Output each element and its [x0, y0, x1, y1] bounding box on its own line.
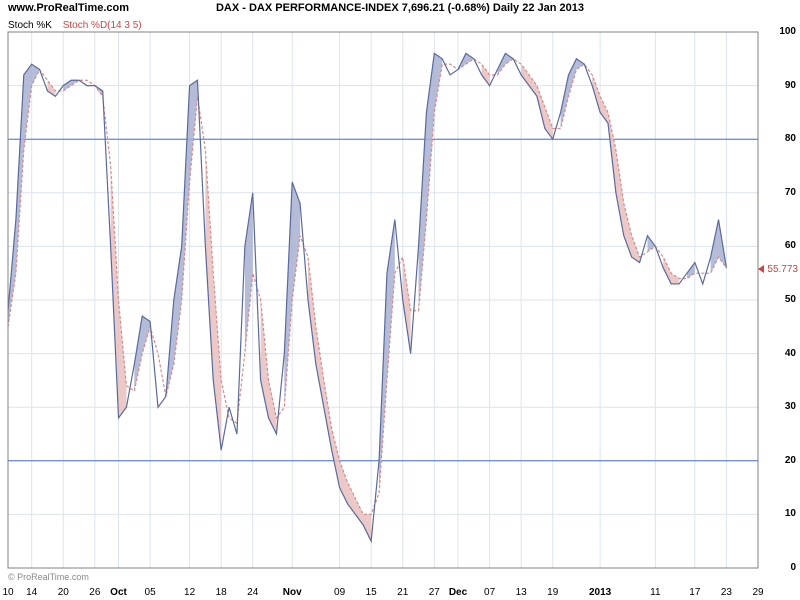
copyright: © ProRealTime.com [8, 572, 89, 582]
y-tick-label: 70 [766, 187, 796, 198]
x-tick-label: 18 [216, 587, 227, 598]
x-tick-label: Oct [110, 587, 127, 598]
x-tick-label: 23 [721, 587, 732, 598]
x-tick-label: 24 [247, 587, 258, 598]
x-tick-label: 20 [58, 587, 69, 598]
x-tick-label: 14 [26, 587, 37, 598]
x-tick-label: 17 [689, 587, 700, 598]
y-tick-label: 100 [766, 26, 796, 37]
x-tick-label: 13 [516, 587, 527, 598]
y-tick-label: 90 [766, 80, 796, 91]
y-tick-label: 60 [766, 240, 796, 251]
y-tick-label: 20 [766, 455, 796, 466]
x-tick-label: 07 [484, 587, 495, 598]
x-tick-label: 27 [429, 587, 440, 598]
x-tick-label: Dec [449, 587, 467, 598]
x-tick-label: 2013 [589, 587, 611, 598]
x-tick-label: 29 [752, 587, 763, 598]
x-tick-label: 26 [89, 587, 100, 598]
x-tick-label: 05 [145, 587, 156, 598]
y-tick-label: 40 [766, 348, 796, 359]
x-tick-label: 11 [650, 587, 660, 598]
y-tick-label: 10 [766, 508, 796, 519]
x-tick-label: Nov [283, 587, 302, 598]
stochastic-chart [0, 0, 800, 600]
y-tick-label: 80 [766, 133, 796, 144]
x-tick-label: 15 [366, 587, 377, 598]
x-tick-label: 21 [397, 587, 408, 598]
y-tick-label: 50 [766, 294, 796, 305]
y-tick-label: 30 [766, 401, 796, 412]
y-tick-label: 0 [766, 562, 796, 573]
x-tick-label: 09 [334, 587, 345, 598]
x-tick-label: 12 [184, 587, 195, 598]
x-tick-label: 10 [2, 587, 13, 598]
x-tick-label: 19 [547, 587, 558, 598]
current-value-tag: 55.773 [767, 264, 798, 275]
